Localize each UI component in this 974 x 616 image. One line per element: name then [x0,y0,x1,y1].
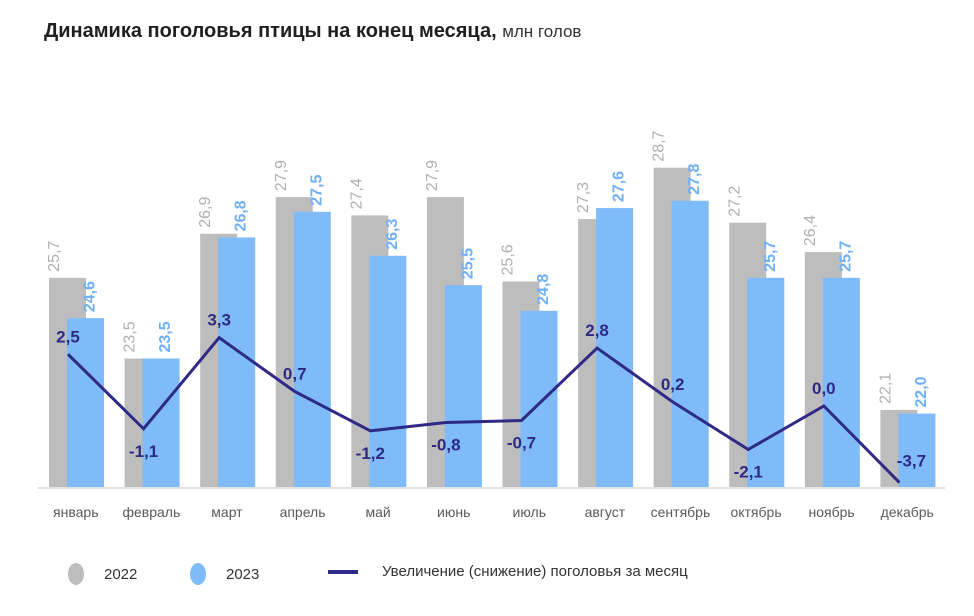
chart-title-unit: млн голов [502,22,582,41]
legend-marker-2023 [190,563,206,585]
bar-label-2022-6: 25,6 [500,244,517,275]
bar-2023-4 [369,255,407,487]
legend-marker-line [328,569,358,574]
line-label-9: -2,1 [734,462,763,481]
x-tick-label-2: март [211,504,243,520]
bar-label-2023-5: 25,5 [459,248,476,279]
line-label-10: 0,0 [812,379,836,398]
bar-label-2022-1: 23,5 [122,321,139,352]
bar-label-2022-0: 25,7 [46,241,63,272]
x-tick-label-11: декабрь [881,504,934,520]
bar-label-2023-2: 26,8 [233,200,250,231]
bar-label-2023-4: 26,3 [384,219,401,250]
chart-title: Динамика поголовья птицы на конец месяца… [44,20,581,43]
line-series-group: 2,5 -1,1 3,3 0,7 -1,2 -0,8 -0,7 2,8 0,2 -2,1 0,0 -3… [56,311,926,484]
bar-label-2023-1: 23,5 [157,321,174,352]
x-tick-label-6: июль [513,504,546,520]
bar-label-2022-8: 28,7 [651,130,668,161]
line-label-7: 2,8 [585,321,609,340]
bar-2023-9 [747,277,785,487]
chart-canvas: 25,7 24,6 23,5 23,5 26,9 26,8 27,9 27,5 27,4 26,3… [38,130,945,520]
bar-label-2022-4: 27,4 [348,178,365,209]
x-tick-label-3: апрель [280,504,326,520]
bar-label-2022-5: 27,9 [424,160,441,191]
legend-label-2022: 2022 [104,565,138,583]
legend: 2022 2023 Увеличение (снижение) поголовь… [0,563,974,593]
line-label-4: -1,2 [356,444,385,463]
bar-label-2022-9: 27,2 [726,186,743,217]
x-tick-label-4: май [366,504,391,520]
bar-label-2023-6: 24,8 [535,274,552,305]
legend-item-2023: 2023 [190,563,259,585]
x-tick-label-5: июнь [437,504,470,520]
bar-label-2023-7: 27,6 [611,171,628,202]
bar-2023-0 [67,318,104,487]
legend-marker-2022 [68,563,84,585]
line-label-3: 0,7 [283,365,307,384]
change-line [66,335,901,484]
bar-label-2023-3: 27,5 [308,175,325,206]
x-tick-label-8: сентябрь [651,504,711,520]
x-tick-label-9: октябрь [730,504,781,520]
bar-2023-10 [822,277,860,487]
bar-label-2022-11: 22,1 [877,373,894,404]
bar-label-2023-9: 25,7 [762,241,779,272]
legend-item-2022: 2022 [68,563,137,585]
bar-label-2022-2: 26,9 [197,197,214,228]
bar-label-2023-10: 25,7 [837,241,854,272]
chart-title-main: Динамика поголовья птицы на конец месяца… [44,20,497,42]
bar-2023-6 [520,310,558,487]
bar-label-2023-11: 22,0 [913,376,930,407]
line-label-2: 3,3 [207,311,231,330]
line-label-8: 0,2 [661,375,685,394]
bar-labels-group: 25,7 24,6 23,5 23,5 26,9 26,8 27,9 27,5 27,4 26,3… [46,130,930,407]
x-tick-label-10: ноябрь [809,504,855,520]
bar-2023-3 [293,211,331,487]
bar-label-2022-10: 26,4 [802,215,819,246]
bar-2023-2 [218,237,256,487]
legend-label-change: Увеличение (снижение) поголовья за месяц [382,563,688,580]
bar-2023-8 [671,200,709,488]
legend-item-change: Увеличение (снижение) поголовья за месяц [328,563,688,580]
bar-label-2022-3: 27,9 [273,160,290,191]
line-label-6: -0,7 [507,433,536,452]
bar-2023-5 [444,285,482,487]
line-label-1: -1,1 [129,442,158,461]
line-label-0: 2,5 [56,327,80,346]
line-label-5: -0,8 [431,436,460,455]
x-tick-label-1: февраль [122,504,180,520]
line-label-11: -3,7 [897,452,926,471]
x-tick-label-0: январь [53,504,98,520]
x-tick-label-7: август [585,504,626,520]
bar-2023-7 [596,208,634,487]
bar-2023-11 [898,413,936,487]
x-tick-labels-group: январь февраль март апрель май июнь июль август… [53,504,934,520]
legend-label-2023: 2023 [226,565,260,583]
bar-label-2022-7: 27,3 [575,182,592,213]
bar-label-2023-8: 27,8 [686,163,703,194]
bar-label-2023-0: 24,6 [82,281,99,312]
